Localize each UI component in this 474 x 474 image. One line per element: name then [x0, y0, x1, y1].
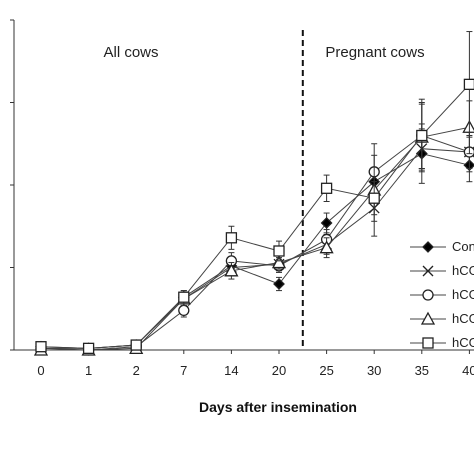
data-point [319, 240, 334, 254]
data-point [462, 119, 474, 133]
legend-label: hCG [452, 311, 474, 326]
legend-item: hCG [410, 287, 474, 302]
series-group [33, 31, 474, 356]
series-2 [35, 128, 474, 354]
legend-item: hCG [410, 335, 474, 350]
x-tick-label: 30 [367, 363, 381, 378]
data-point [416, 129, 428, 142]
labels-group: 0 1 2 7 14 20 25 30 35 40 Days after insemination A… [37, 44, 474, 415]
series-line [41, 126, 470, 351]
x-tick-label: 20 [272, 363, 286, 378]
data-point [273, 278, 285, 290]
series-line [41, 148, 470, 349]
series-line [40, 84, 470, 349]
data-point [368, 192, 380, 204]
data-point [82, 342, 95, 355]
legend-label: hCG [452, 263, 474, 278]
data-point [273, 245, 285, 257]
data-point [225, 232, 238, 244]
x-tick-label: 1 [85, 363, 92, 378]
data-point [224, 263, 239, 277]
legend-label: hCG [452, 287, 474, 302]
x-tick-label: 35 [415, 363, 429, 378]
legend: Cont hCG hCG hCG hCG [410, 239, 474, 350]
legend-marker [420, 311, 436, 325]
data-point [320, 182, 333, 194]
data-point [178, 304, 190, 317]
cross-stroke [422, 265, 434, 277]
series-4 [33, 100, 474, 356]
data-point [463, 78, 474, 90]
legend-marker [422, 289, 434, 301]
legend-label: Cont [452, 239, 474, 254]
x-tick-label: 14 [224, 363, 238, 378]
series-5 [35, 31, 474, 355]
series-3 [35, 98, 474, 356]
data-point [320, 217, 333, 229]
axes [10, 19, 474, 354]
legend-marker [422, 241, 434, 253]
series-line [40, 153, 470, 349]
data-point [271, 255, 287, 269]
x-tick-label: 7 [180, 363, 187, 378]
series-1 [35, 123, 474, 355]
annotation-all-cows: All cows [103, 44, 158, 61]
legend-marker [422, 337, 434, 349]
data-point [178, 291, 190, 303]
data-point [35, 341, 47, 353]
x-tick-label: 2 [133, 363, 140, 378]
legend-marker [422, 265, 434, 277]
data-point [130, 339, 142, 351]
series-line [40, 134, 470, 351]
x-tick-label: 40 [462, 363, 474, 378]
x-tick-label: 0 [37, 363, 44, 378]
x-tick-label: 25 [319, 363, 333, 378]
annotation-pregnant-cows: Pregnant cows [325, 44, 424, 61]
legend-label: hCG [452, 335, 474, 350]
x-axis-title: Days after insemination [199, 399, 357, 415]
legend-item: hCG [410, 311, 474, 326]
legend-item: Cont [410, 239, 474, 254]
legend-item: hCG [410, 263, 474, 278]
